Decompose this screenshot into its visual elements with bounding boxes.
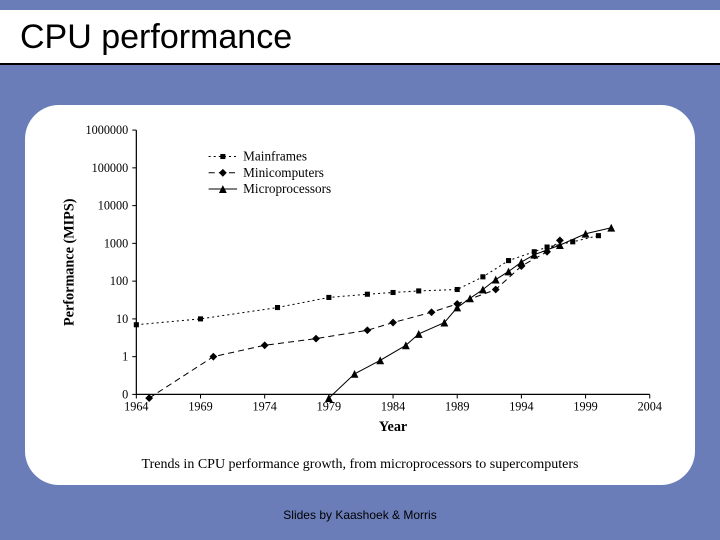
- svg-text:Year: Year: [379, 419, 407, 435]
- chart-caption: Trends in CPU performance growth, from m…: [25, 457, 695, 473]
- svg-text:Mainframes: Mainframes: [243, 149, 307, 164]
- svg-text:10: 10: [116, 312, 128, 326]
- slide-root: CPU performance 196419691974197919841989…: [0, 0, 720, 540]
- svg-text:1999: 1999: [573, 400, 597, 414]
- performance-chart: 1964196919741979198419891994199920040110…: [55, 115, 665, 440]
- svg-text:Minicomputers: Minicomputers: [243, 165, 324, 180]
- svg-text:1000000: 1000000: [86, 123, 129, 137]
- svg-text:1964: 1964: [124, 400, 148, 414]
- svg-text:1974: 1974: [253, 400, 277, 414]
- svg-text:1000: 1000: [104, 236, 128, 250]
- svg-text:Microprocessors: Microprocessors: [243, 181, 331, 196]
- svg-text:2004: 2004: [638, 400, 662, 414]
- slide-title: CPU performance: [20, 18, 700, 57]
- svg-text:1969: 1969: [188, 400, 212, 414]
- svg-text:1994: 1994: [509, 400, 533, 414]
- svg-text:1984: 1984: [381, 400, 405, 414]
- title-band: CPU performance: [0, 10, 720, 65]
- svg-text:Performance (MIPS): Performance (MIPS): [61, 198, 77, 326]
- svg-text:1989: 1989: [445, 400, 469, 414]
- svg-text:10000: 10000: [98, 199, 128, 213]
- chart-area: 1964196919741979198419891994199920040110…: [55, 115, 665, 440]
- svg-text:1: 1: [122, 350, 128, 364]
- slide-footer: Slides by Kaashoek & Morris: [0, 508, 720, 522]
- content-card: 1964196919741979198419891994199920040110…: [25, 105, 695, 485]
- svg-text:100: 100: [110, 274, 128, 288]
- svg-text:100000: 100000: [92, 161, 129, 175]
- svg-text:0: 0: [122, 387, 128, 401]
